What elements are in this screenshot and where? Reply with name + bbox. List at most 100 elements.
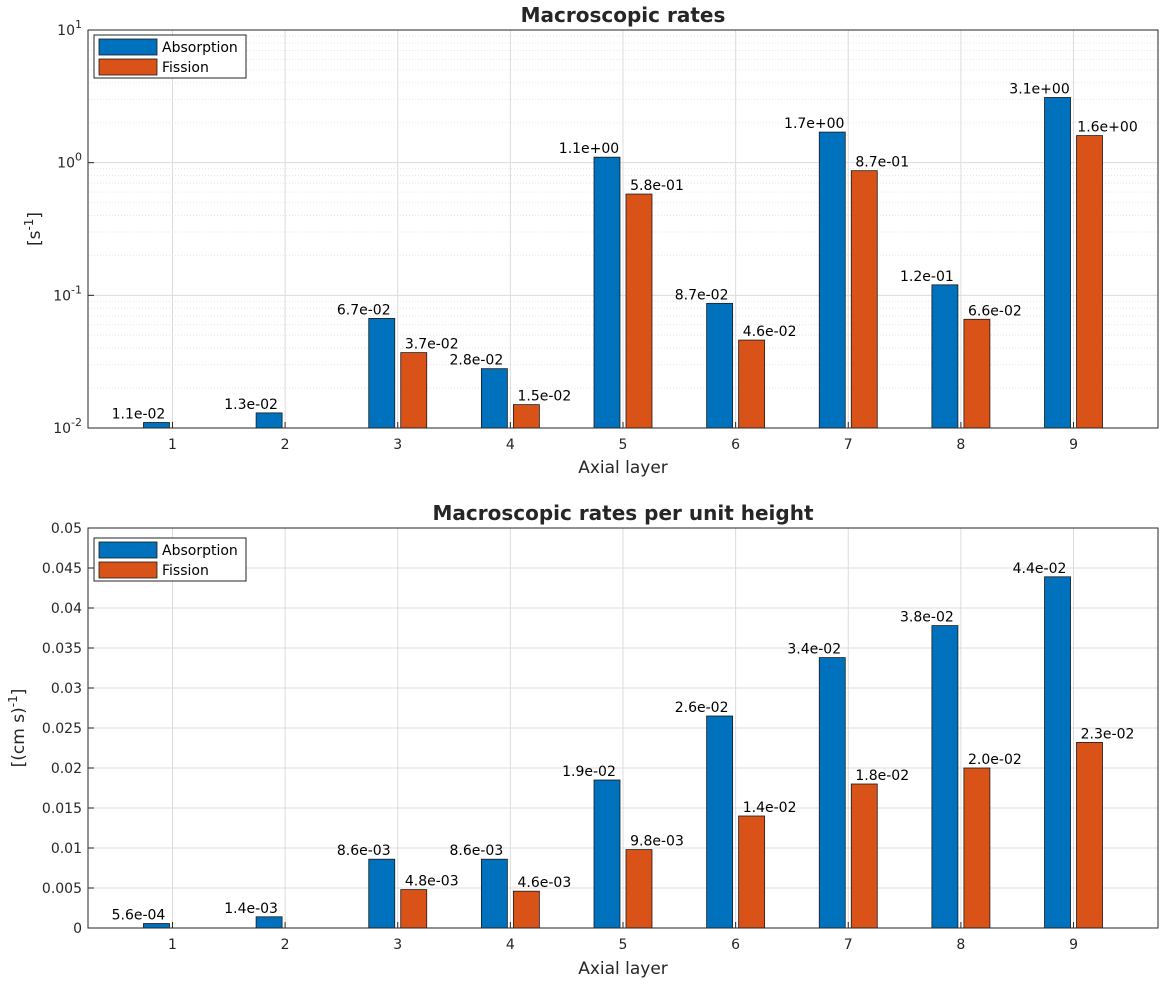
series-absorption: 1.1e-02 1.3e-02 6.7e-02 2.8e-02 1.1e+00 8.7e-… [112,81,1071,429]
chart-title: Macroscopic rates [521,3,726,27]
x-axis-label: Axial layer [578,458,668,478]
data-label: 3.1e+00 [1009,81,1069,97]
x-tick-label: 1 [168,437,177,453]
y-tick-exponent: -2 [71,416,82,429]
data-label: 4.4e-02 [1013,561,1067,577]
bar [400,352,428,429]
data-label: 8.6e-03 [449,843,503,859]
y-tick-label: 0.025 [42,721,82,737]
legend-label: Fission [162,60,209,76]
data-label: 4.8e-03 [405,874,459,890]
x-tick-label: 9 [1069,937,1078,953]
data-label: 8.6e-03 [337,843,391,859]
bar [706,302,734,429]
bar [625,193,653,429]
axes-box [87,527,1159,929]
legend-label: Absorption [162,40,238,56]
legend: Absorption Fission [93,537,247,582]
y-tick-exponent: -1 [71,283,82,296]
y-tick-label: 100 [57,151,82,172]
data-label: 9.8e-03 [630,834,684,850]
x-tick-label: 2 [281,437,290,453]
data-label: 1.4e-03 [224,901,278,917]
y-tick-label: 10-2 [53,416,82,437]
y-tick-label: 0.035 [42,641,82,657]
bar [818,657,846,929]
x-tick-label: 3 [393,937,402,953]
x-tick-label: 8 [956,437,965,453]
y-axis-label-exponent: -1 [22,219,36,231]
x-tick-label: 5 [619,937,628,953]
legend-label: Fission [162,563,209,579]
data-label: 2.6e-02 [675,700,729,716]
x-tick-label: 6 [731,437,740,453]
data-label: 1.7e+00 [784,116,844,132]
bar [480,858,508,929]
bar [931,625,959,929]
data-label: 1.4e-02 [743,800,797,816]
series-fission: 3.7e-02 1.5e-02 5.8e-01 4.6e-02 8.7e-01 6.6e-… [400,120,1138,429]
data-label: 5.8e-01 [630,178,684,194]
data-label: 3.8e-02 [900,610,954,626]
bar [738,815,766,929]
x-tick-label: 4 [506,937,515,953]
data-label: 4.6e-02 [743,324,797,340]
y-axis-label: [s-1] [22,212,45,246]
bar [963,318,991,429]
y-tick-label: 0.02 [51,761,82,777]
data-label: 4.6e-03 [517,875,571,891]
y-tick-label: 0.04 [51,601,82,617]
chart-2: 0 0.005 0.01 0.015 0.02 0.025 0.03 0.035 0.04 0.0… [6,501,1159,979]
data-label: 2.0e-02 [968,752,1022,768]
bar [625,849,653,929]
bar [850,783,878,929]
bar [143,422,170,429]
x-tick-label: 6 [731,937,740,953]
y-tick-label: 10-1 [53,283,82,304]
bar [512,404,540,429]
y-tick-label: 0 [73,921,82,937]
x-tick-label: 4 [506,437,515,453]
bar [850,170,878,429]
legend-label: Absorption [162,543,238,559]
legend-swatch [98,541,158,559]
bar [593,779,621,929]
bar [963,767,991,929]
x-tick-label: 7 [844,437,853,453]
bar [368,858,396,929]
bar [255,412,283,429]
bar [368,318,396,429]
y-tick-exponent: 1 [75,18,82,31]
legend-swatch [98,38,158,56]
y-tick-label: 101 [57,18,82,39]
bar [818,131,846,429]
y-axis-label-end: ] [25,212,45,219]
y-tick-label: 0.015 [42,801,82,817]
data-label: 2.3e-02 [1081,726,1135,742]
bar [738,339,766,429]
bar [593,156,621,429]
y-axis-label-end: ] [9,689,29,696]
data-label: 8.7e-01 [855,155,909,171]
data-label: 1.1e-02 [112,407,166,423]
bar [931,284,959,429]
x-tick-label: 8 [956,937,965,953]
legend: Absorption Fission [93,34,247,79]
bar [1076,135,1103,429]
y-axis-label-base: [(cm s) [9,707,29,767]
x-tick-label: 3 [393,437,402,453]
data-label: 3.4e-02 [787,642,841,658]
x-tick-label: 5 [619,437,628,453]
data-label: 1.8e-02 [855,768,909,784]
y-axis-label-base: [s [25,230,45,246]
data-label: 1.9e-02 [562,764,616,780]
series-fission: 4.8e-03 4.6e-03 9.8e-03 1.4e-02 1.8e-02 2.0e-… [400,726,1135,929]
axes-box [87,29,1159,429]
bar [512,890,540,929]
data-label: 1.2e-01 [900,269,954,285]
data-label: 8.7e-02 [675,287,729,303]
y-axis-label-exponent: -1 [6,695,20,707]
